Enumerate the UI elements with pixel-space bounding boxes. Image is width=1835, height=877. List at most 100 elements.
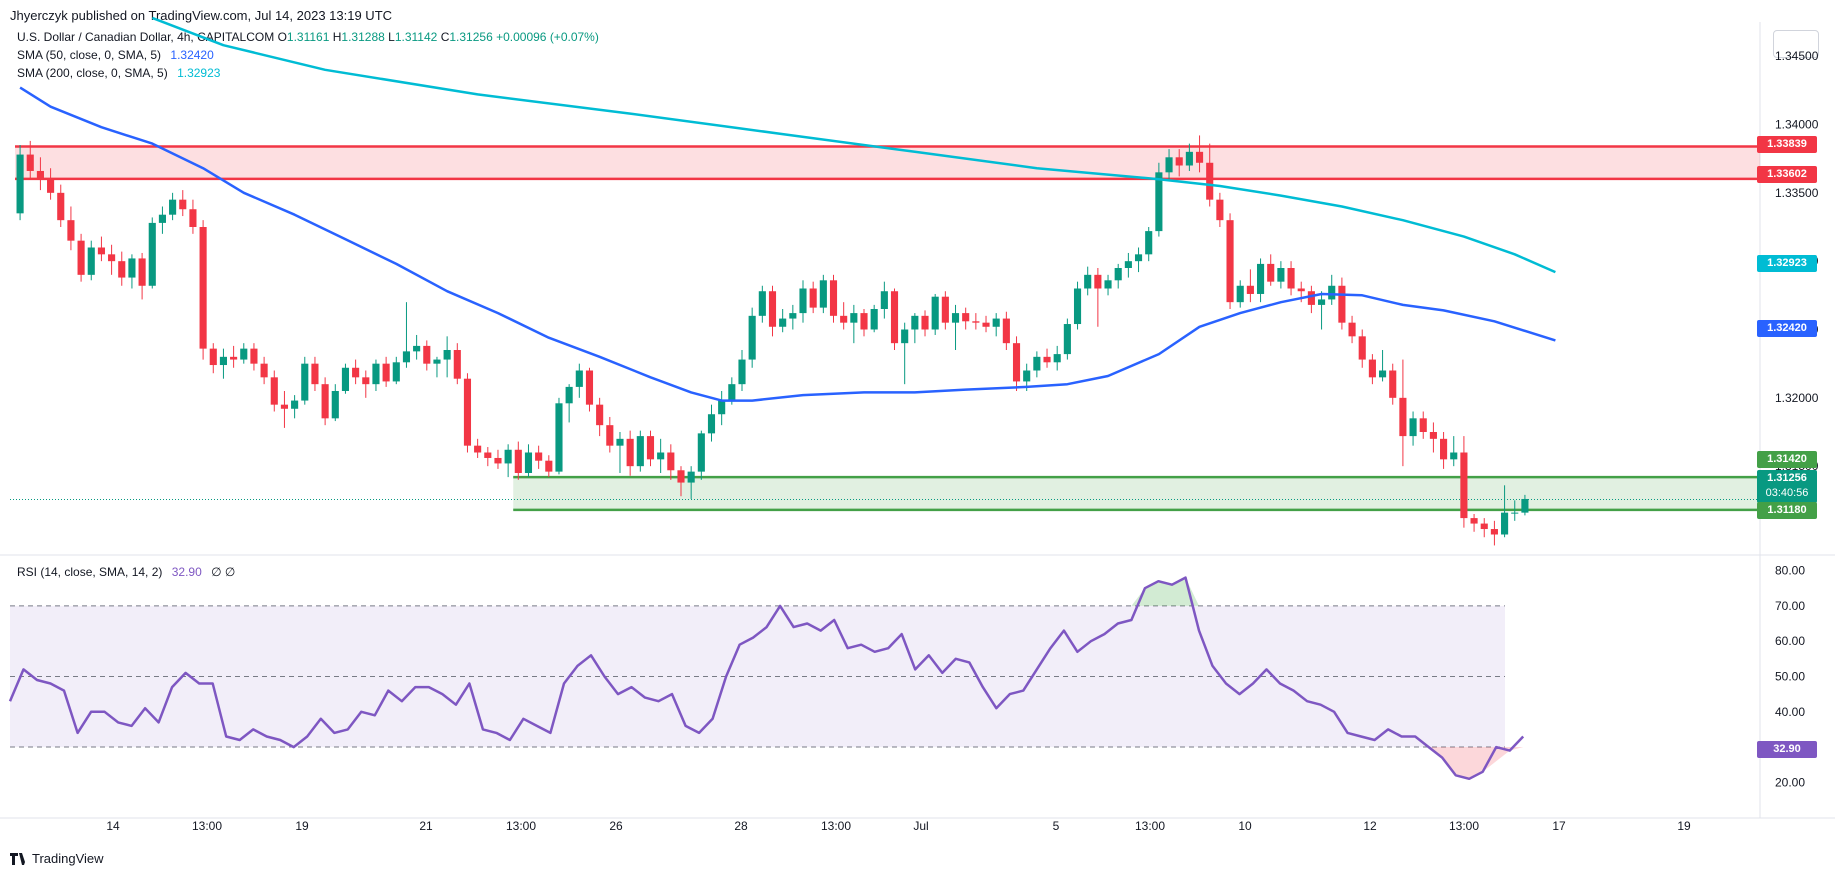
candle-body — [931, 296, 939, 330]
candle-body — [575, 370, 583, 387]
candle-body — [1145, 231, 1153, 255]
price-tag-s2: 1.31180 — [1757, 502, 1817, 519]
rsi-label: RSI (14, close, SMA, 14, 2) — [17, 565, 163, 579]
candle-body — [1175, 157, 1183, 166]
candle-body — [1409, 418, 1417, 437]
candle-body — [36, 170, 44, 180]
price-tag-r1: 1.33839 — [1757, 136, 1817, 153]
candle-body — [311, 363, 319, 385]
candle-body — [189, 209, 197, 227]
candle-body — [1226, 220, 1234, 303]
candle-body — [768, 291, 777, 327]
candle-body — [1297, 288, 1305, 292]
tradingview-footer[interactable]: TradingView — [10, 851, 104, 866]
rsi-tick-label: 40.00 — [1775, 705, 1805, 719]
candle-body — [1043, 356, 1051, 363]
candle-body — [1012, 343, 1021, 382]
candle-body — [138, 258, 146, 286]
candle-body — [158, 214, 166, 223]
candle-body — [1104, 280, 1112, 289]
rsi-extra: ∅ ∅ — [211, 565, 236, 579]
candle-body — [341, 367, 350, 391]
rsi-oversold-fill — [1428, 747, 1524, 779]
candle-body — [1379, 370, 1387, 378]
candle-body — [1511, 512, 1519, 514]
candle-body — [636, 436, 644, 467]
candle-body — [697, 433, 705, 472]
candle-body — [301, 363, 309, 401]
candle-body — [16, 154, 24, 214]
candle-body — [1195, 151, 1204, 163]
candle-body — [423, 345, 431, 364]
candle-body — [260, 363, 268, 378]
candle-body — [789, 313, 797, 319]
candle-body — [819, 280, 827, 308]
high-label: H — [332, 30, 342, 44]
candle-body — [799, 288, 807, 314]
candle-body — [962, 313, 970, 322]
high-value: 1.31288 — [341, 30, 385, 44]
candle-body — [606, 425, 614, 446]
chart-settings-button[interactable] — [1773, 30, 1819, 58]
candle-body — [382, 363, 390, 382]
candle-body — [463, 378, 472, 446]
candle-body — [748, 315, 756, 360]
tradingview-logo-icon — [10, 852, 28, 865]
candle-body — [1328, 285, 1336, 300]
candle-body — [1429, 432, 1437, 439]
candle-body — [870, 309, 878, 330]
sma50-legend[interactable]: SMA (50, close, 0, SMA, 5) 1.32420 — [17, 48, 214, 62]
candle-body — [1084, 274, 1092, 289]
publisher-header: Jhyerczyk published on TradingView.com, … — [10, 8, 393, 23]
candle-body — [240, 348, 248, 360]
candle-body — [474, 445, 482, 453]
candle-body — [199, 227, 207, 349]
candle-body — [535, 452, 543, 461]
candle-body — [148, 222, 156, 286]
candle-body — [687, 471, 695, 483]
sma50-label: SMA (50, close, 0, SMA, 5) — [17, 48, 162, 62]
candle-body — [280, 404, 289, 409]
candle-body — [1480, 523, 1488, 530]
sma50-value: 1.32420 — [170, 48, 214, 62]
candle-body — [97, 247, 105, 255]
rsi-legend[interactable]: RSI (14, close, SMA, 14, 2) 32.90 ∅ ∅ — [17, 565, 235, 579]
candle-body — [677, 470, 685, 483]
candle-body — [982, 322, 990, 327]
rsi-overbought-fill — [1131, 577, 1199, 606]
candle-body — [57, 192, 65, 221]
time-tick-label: 13:00 — [506, 819, 536, 833]
low-label: L — [388, 30, 395, 44]
candle-body — [921, 315, 929, 330]
candle-body — [1246, 285, 1254, 294]
candle-body — [1023, 370, 1031, 382]
close-label: C — [440, 30, 450, 44]
candle-body — [829, 280, 838, 316]
candle-body — [443, 350, 451, 360]
time-tick-label: 21 — [419, 819, 433, 833]
candle-body — [565, 386, 573, 404]
sma50-line — [19, 86, 1556, 402]
candle-body — [209, 348, 217, 366]
candle-body — [1256, 263, 1265, 294]
candle-body — [1002, 318, 1010, 344]
candle-body — [514, 449, 522, 473]
time-tick-label: 14 — [106, 819, 120, 833]
sma200-legend[interactable]: SMA (200, close, 0, SMA, 5) 1.32923 — [17, 66, 220, 80]
resistance-zone — [15, 146, 1760, 179]
candle-body — [1073, 288, 1082, 325]
candle-body — [840, 315, 848, 323]
candle-body — [1033, 356, 1041, 371]
candle-body — [1440, 438, 1448, 460]
candle-body — [128, 258, 136, 278]
candle-body — [657, 452, 665, 460]
candle-body — [1236, 285, 1244, 303]
price-tick-label: 1.34000 — [1775, 118, 1819, 132]
candle-body — [1053, 354, 1061, 363]
candle-body — [453, 350, 461, 379]
time-tick-label: 28 — [734, 819, 748, 833]
candle-body — [1490, 529, 1498, 535]
time-tick-label: 12 — [1363, 819, 1377, 833]
candle-body — [1114, 268, 1122, 281]
